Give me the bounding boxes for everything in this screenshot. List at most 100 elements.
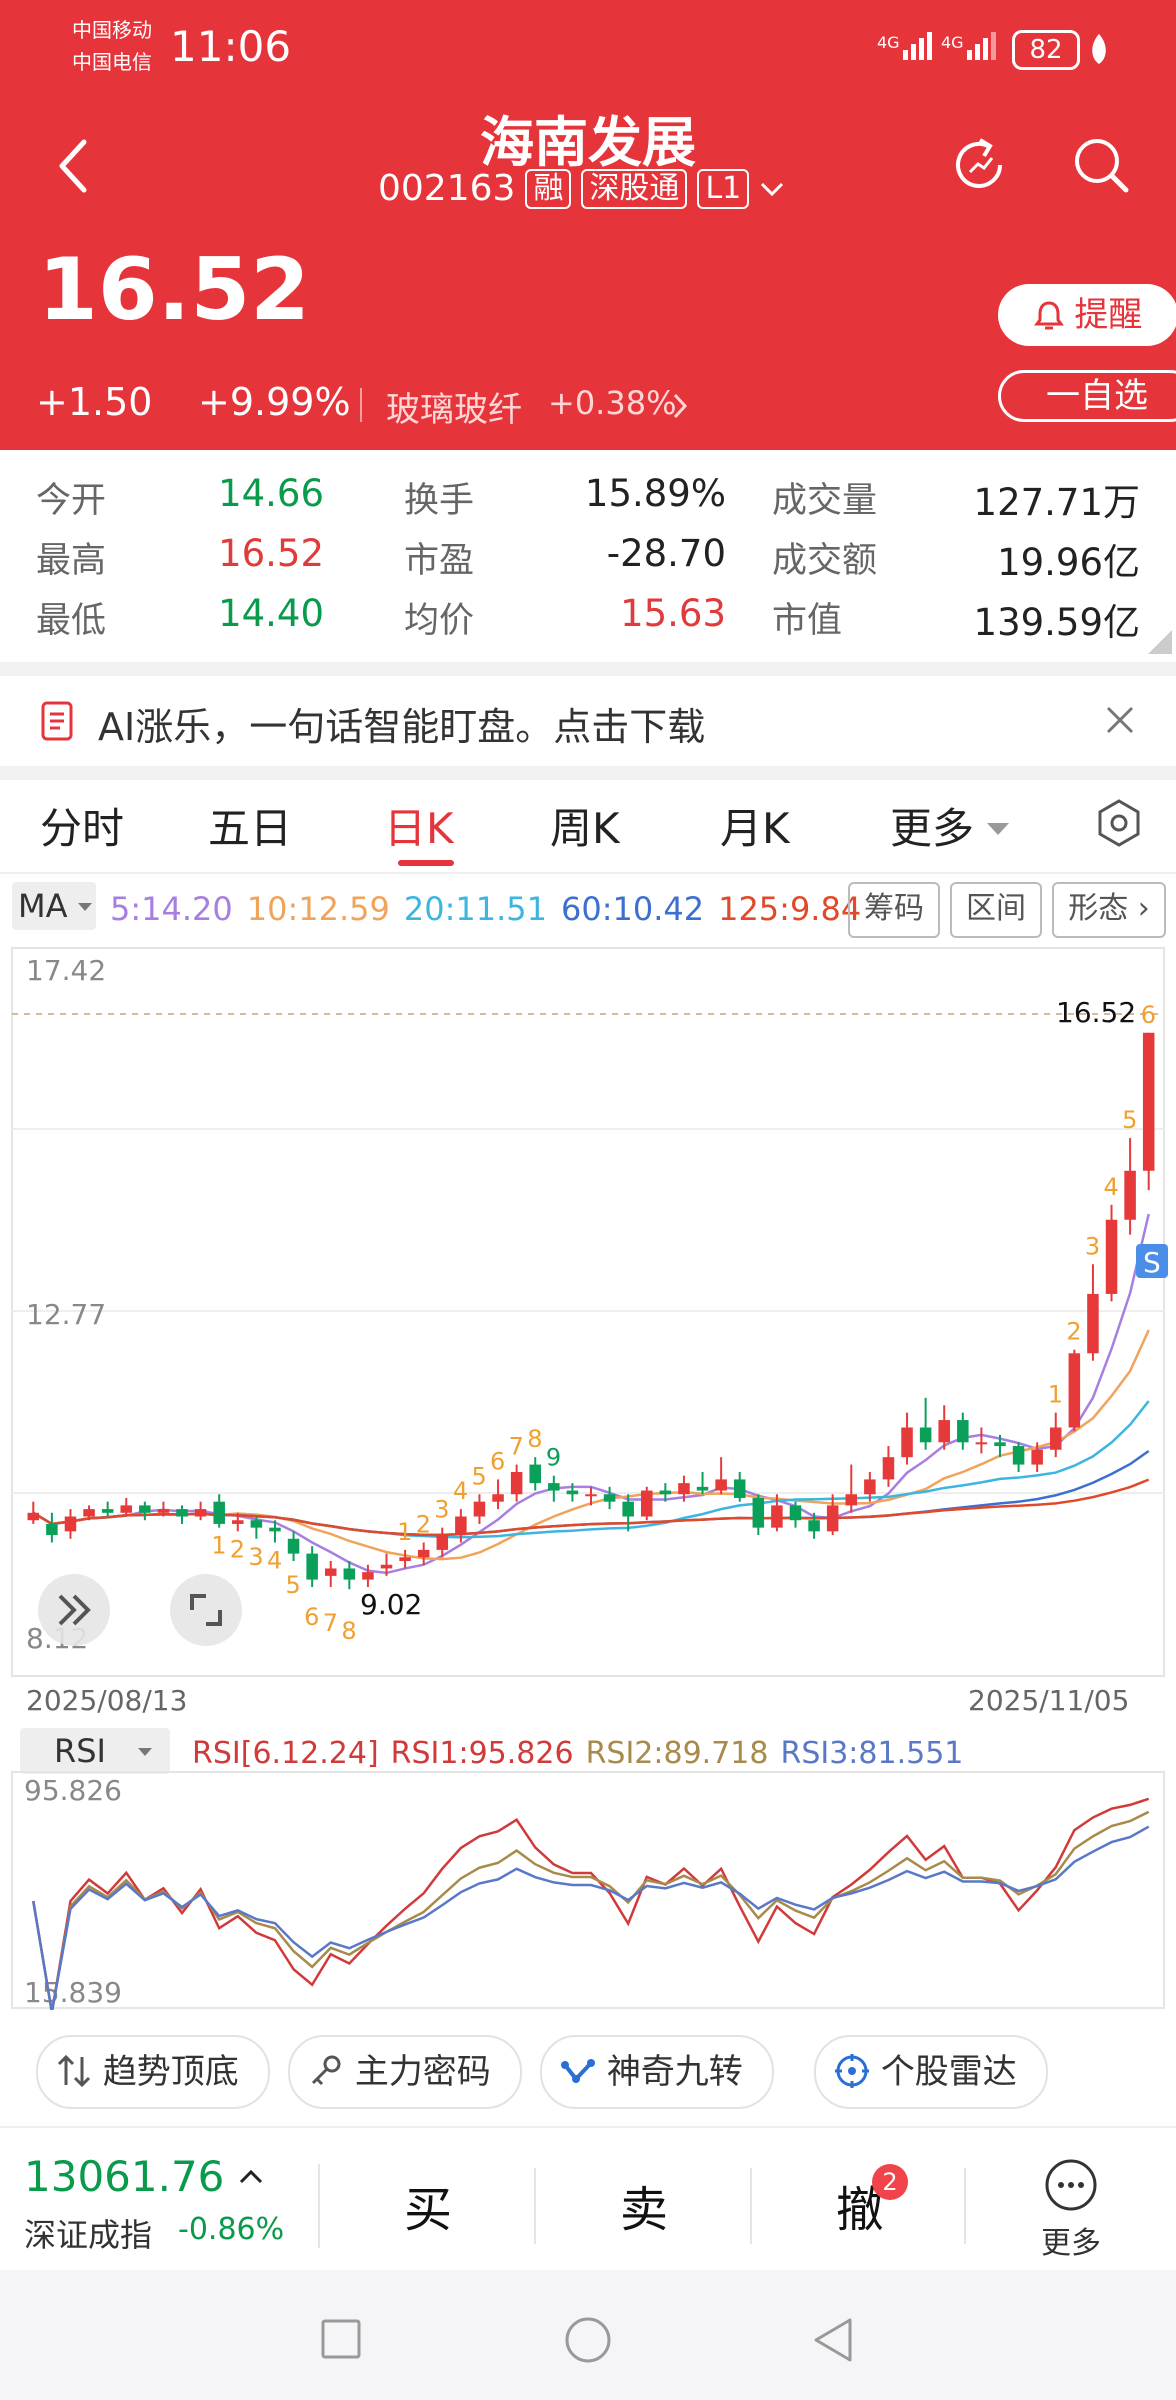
candle-body [287,1538,300,1554]
back-icon[interactable] [54,138,94,194]
sequence-number: 1 [211,1532,226,1560]
stat-label: 最高 [36,541,107,581]
candle-body [1068,1353,1081,1428]
stat-market-cap: 139.59亿 [973,601,1140,644]
candle-body [492,1494,504,1502]
candle-body [64,1516,77,1532]
sequence-number: 6 [1141,1001,1156,1029]
more-icon[interactable] [1044,2158,1098,2212]
chips-button[interactable]: 筹码 [848,882,940,938]
divider [318,2164,320,2248]
candle-body [752,1497,765,1528]
candle-body [585,1494,597,1497]
expand-chart-button[interactable] [38,1574,110,1646]
carrier-1: 中国移动 [72,18,152,42]
stat-label: 换手 [404,481,475,521]
buy-button[interactable]: 买 [403,2182,452,2238]
fullscreen-button[interactable] [170,1574,242,1646]
sell-signal-label: S [1143,1246,1161,1279]
sequence-number: 4 [1104,1173,1119,1201]
bell-icon [1033,301,1064,330]
candle-body [510,1472,523,1495]
sequence-number: 4 [453,1477,468,1505]
sector-name[interactable]: 玻璃玻纤 [386,390,522,430]
tab-more[interactable]: 更多 [890,795,1010,856]
divider [360,388,362,422]
alert-button[interactable]: 提醒 [998,284,1176,346]
sequence-number: 2 [416,1510,431,1538]
settings-hexagon-icon[interactable] [1096,798,1142,848]
index-value[interactable]: 13061.76 [24,2152,264,2201]
tab-intraday[interactable]: 分时 [40,804,125,853]
divider [750,2168,752,2244]
key-icon [311,2055,341,2086]
trend-top-bottom-chip[interactable]: 趋势顶底 [36,2035,270,2109]
candle-body [826,1505,839,1532]
sequence-number: 7 [509,1433,524,1461]
candle-body [1031,1449,1043,1465]
rsi-top-label: 95.826 [24,1774,122,1807]
candle-body [83,1509,95,1517]
chart-frame [11,1771,1165,2009]
sequence-number: 8 [527,1425,542,1453]
active-tab-indicator [398,860,454,866]
sell-button[interactable]: 卖 [619,2182,668,2238]
sequence-number: 3 [248,1543,263,1571]
candle-body [622,1501,634,1517]
candle-body [417,1549,430,1558]
candle-body [1012,1446,1025,1465]
candle-body [715,1479,727,1491]
candle-body [808,1520,820,1532]
stat-label: 最低 [36,601,107,641]
rsi1-value: RSI1:95.826 [390,1736,574,1771]
more-label[interactable]: 更多 [1041,2226,1101,2261]
tab-weekly-k[interactable]: 周K [550,804,620,853]
candle-body [529,1464,541,1484]
refresh-icon[interactable] [948,134,1010,196]
main-force-code-chip[interactable]: 主力密码 [288,2035,522,2109]
watchlist-button[interactable]: 一自选 [998,370,1176,422]
tab-monthly-k[interactable]: 月K [720,804,790,853]
close-icon[interactable] [1104,704,1136,736]
magic-nine-chip[interactable]: 神奇九转 [540,2035,774,2109]
back-nav-icon[interactable] [810,2316,854,2364]
index-change: -0.86% [178,2212,285,2247]
home-icon[interactable] [564,2316,612,2364]
candle-body [1142,1032,1155,1171]
chip-label: 神奇九转 [606,2052,743,2092]
sell-signal-badge[interactable] [1136,1244,1168,1278]
sequence-number: 5 [1122,1106,1137,1134]
candle-body [120,1505,133,1513]
candle-body [324,1568,337,1576]
candle-body [27,1512,40,1521]
ai-banner[interactable]: AI涨乐，一句话智能盯盘。点击下载 [0,676,1176,766]
pattern-button[interactable]: 形态 › [1052,882,1166,938]
ma-selector[interactable]: MA [12,882,96,930]
kline-chart[interactable]: 17.42 12.77 8.12 16.52 9.02 123456781234… [0,946,1176,1680]
system-nav-bar [0,2270,1176,2400]
sector-change[interactable]: +0.38% [548,384,677,422]
last-price-label: 16.52 [1056,996,1136,1029]
tab-more-label: 更多 [890,804,975,853]
rsi-selector[interactable]: RSI [20,1728,170,1774]
range-button[interactable]: 区间 [950,882,1042,938]
sequence-number: 2 [1066,1318,1081,1346]
candle-body [157,1509,170,1513]
recent-apps-icon[interactable] [320,2318,362,2360]
stat-volume: 127.71万 [973,481,1140,524]
rsi-chart[interactable]: 95.826 15.839 [0,1770,1176,2010]
candles [27,1032,1155,1590]
stat-open: 14.66 [218,472,324,515]
tab-daily-k[interactable]: 日K [384,804,454,853]
search-icon[interactable] [1070,134,1132,196]
expand-corner-icon[interactable] [1148,630,1172,654]
chip-label: 主力密码 [354,2052,491,2092]
stock-radar-chip[interactable]: 个股雷达 [814,2035,1048,2109]
caret-down-icon [987,823,1010,835]
chevron-right-icon [673,393,688,419]
rsi-selector-label: RSI [54,1732,106,1770]
tag-level: L1 [697,168,750,209]
candle-body [678,1483,690,1495]
tab-five-day[interactable]: 五日 [208,804,293,853]
stock-code-row[interactable]: 002163 融 深股通 L1 [378,168,785,209]
